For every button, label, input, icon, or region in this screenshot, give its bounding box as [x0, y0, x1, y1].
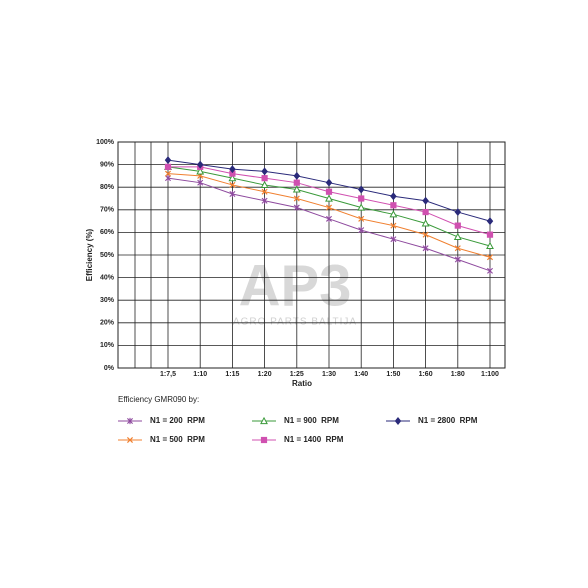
- marker: [390, 236, 397, 243]
- x-tick-label: 1:100: [481, 371, 499, 378]
- marker: [422, 231, 429, 238]
- marker: [261, 188, 268, 195]
- marker: [358, 227, 365, 234]
- y-tick-label: 0%: [104, 365, 115, 372]
- marker: [389, 210, 398, 218]
- y-tick-label: 60%: [100, 229, 115, 236]
- marker: [454, 245, 461, 252]
- marker: [390, 202, 397, 209]
- marker: [228, 174, 237, 182]
- marker: [325, 178, 333, 187]
- x-tick-label: 1:20: [258, 371, 272, 378]
- marker: [197, 179, 204, 186]
- marker: [394, 417, 402, 425]
- marker: [487, 267, 493, 274]
- marker: [261, 175, 268, 182]
- y-tick-label: 100%: [96, 139, 115, 146]
- marker: [261, 167, 268, 176]
- y-tick-label: 70%: [100, 207, 115, 214]
- y-axis-label: Efficiency (%): [85, 228, 94, 281]
- y-tick-label: 90%: [100, 161, 115, 168]
- marker: [357, 203, 366, 211]
- marker: [422, 208, 429, 216]
- legend-label: N1 = 200 RPM: [150, 416, 205, 425]
- marker: [127, 417, 133, 425]
- x-tick-label: 1:30: [322, 371, 336, 378]
- marker: [390, 192, 397, 201]
- marker: [326, 215, 332, 222]
- marker: [229, 181, 236, 188]
- marker: [293, 204, 300, 211]
- y-tick-label: 10%: [100, 342, 115, 349]
- marker: [422, 245, 429, 252]
- marker: [454, 256, 461, 263]
- marker: [196, 160, 204, 169]
- y-tick-label: 40%: [100, 274, 115, 281]
- marker: [358, 215, 365, 222]
- y-tick-label: 50%: [100, 252, 115, 259]
- marker: [229, 165, 236, 174]
- marker: [422, 196, 429, 205]
- marker: [454, 208, 462, 217]
- marker: [261, 197, 268, 204]
- x-tick-label: 1:7,5: [160, 371, 176, 378]
- marker: [164, 163, 172, 170]
- x-tick-label: 1:25: [290, 371, 304, 378]
- marker: [293, 179, 300, 186]
- watermark-text: AGRO PARTS BALTIJA: [233, 317, 357, 328]
- marker: [293, 171, 301, 180]
- legend-label: N1 = 500 RPM: [150, 435, 205, 444]
- y-tick-label: 30%: [100, 297, 115, 304]
- x-tick-label: 1:80: [451, 371, 465, 378]
- legend-label: N1 = 900 RPM: [284, 416, 339, 425]
- marker: [454, 222, 461, 229]
- marker: [126, 436, 134, 444]
- marker: [164, 156, 172, 165]
- marker: [486, 217, 494, 226]
- marker: [486, 254, 494, 261]
- marker: [260, 436, 268, 444]
- x-tick-label: 1:10: [193, 371, 207, 378]
- marker: [358, 195, 365, 202]
- marker: [260, 180, 269, 189]
- marker: [325, 194, 333, 202]
- marker: [486, 241, 494, 250]
- marker: [229, 190, 236, 198]
- legend-label: N1 = 2800 RPM: [418, 416, 478, 425]
- marker: [325, 188, 333, 195]
- y-tick-label: 80%: [100, 184, 115, 191]
- marker: [293, 195, 300, 202]
- x-tick-label: 1:50: [386, 371, 400, 378]
- x-tick-label: 1:40: [354, 371, 368, 378]
- x-tick-label: 1:15: [225, 371, 239, 378]
- marker: [292, 185, 301, 193]
- legend-title: Efficiency GMR090 by:: [118, 395, 199, 404]
- marker: [165, 175, 171, 182]
- marker: [421, 219, 430, 227]
- marker: [453, 232, 462, 241]
- marker: [390, 222, 397, 229]
- marker: [196, 167, 205, 175]
- marker: [325, 204, 333, 211]
- marker: [486, 231, 494, 238]
- marker: [357, 185, 365, 194]
- x-axis-label: Ratio: [292, 379, 312, 388]
- marker: [260, 416, 268, 425]
- marker: [164, 170, 172, 177]
- x-tick-label: 1:60: [419, 371, 433, 378]
- watermark-logo: AP3: [239, 253, 352, 318]
- legend-label: N1 = 1400 RPM: [284, 435, 344, 444]
- y-tick-label: 20%: [100, 320, 115, 327]
